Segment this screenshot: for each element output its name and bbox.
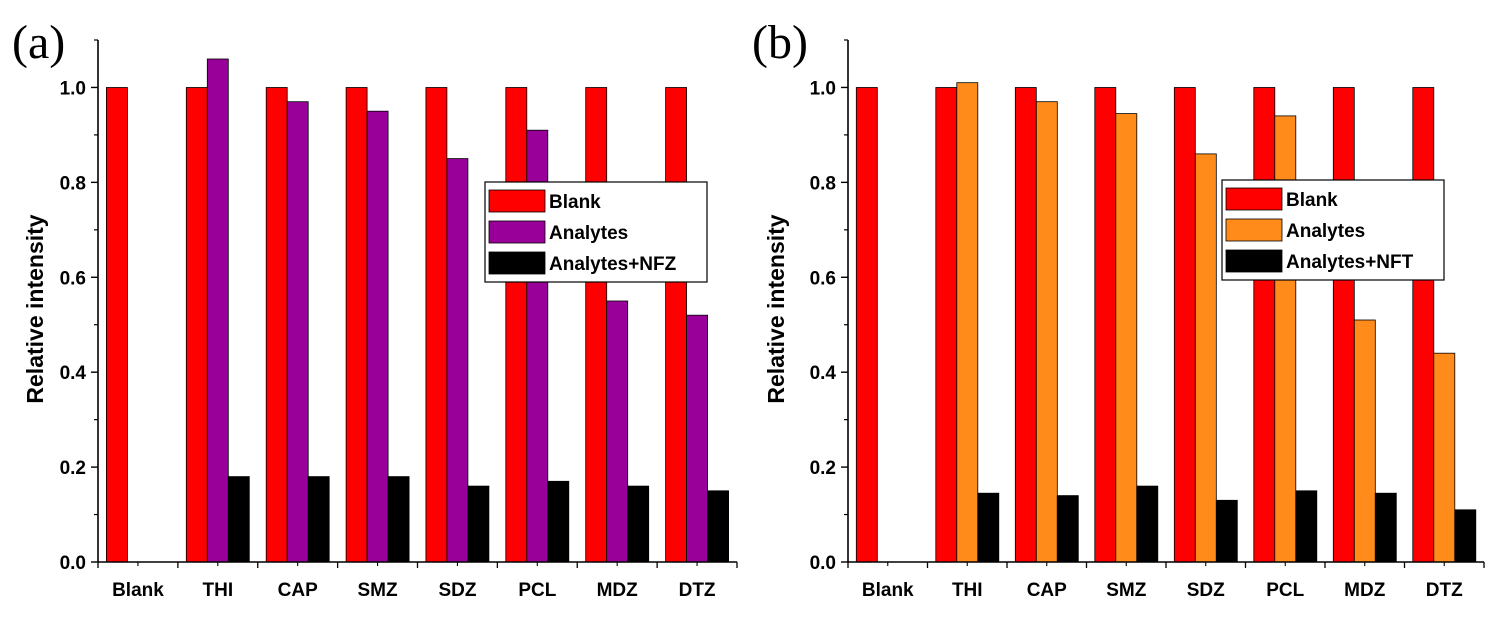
legend-label: Blank [549, 192, 601, 213]
bar-blank-pcl [1253, 87, 1276, 563]
bar-blank-mdz [585, 87, 608, 563]
bar-analytes-cap [1035, 101, 1058, 563]
x-tick-label: PCL [518, 580, 556, 601]
panel-label: (b) [752, 16, 808, 69]
x-tick-label: CAP [278, 580, 318, 601]
y-tick-label: 1.0 [60, 78, 86, 99]
bar-analytes-dtz [1433, 352, 1456, 563]
x-tick-label: CAP [1027, 580, 1067, 601]
bar-analytes-nft-sdz [1215, 499, 1238, 563]
bar-blank-thi [935, 87, 958, 563]
bar-analytes-thi [206, 58, 229, 563]
bar-blank-mdz [1332, 87, 1355, 563]
x-tick-label: THI [203, 580, 234, 601]
x-tick-label: DTZ [1426, 580, 1463, 601]
bar-blank-cap [265, 87, 288, 563]
bar-blank-dtz [1412, 87, 1435, 563]
bar-analytes-nfz-thi [227, 476, 250, 563]
bar-analytes-nft-smz [1136, 485, 1159, 563]
y-axis-title: Relative intensity [763, 214, 789, 403]
y-tick-label: 0.6 [810, 268, 836, 289]
bar-analytes-nfz-dtz [707, 490, 729, 563]
x-tick-label: Blank [862, 580, 914, 601]
bar-analytes-mdz [1353, 319, 1376, 563]
bar-analytes-nfz-mdz [627, 485, 650, 563]
y-tick-label: 0.8 [810, 173, 836, 194]
bar-analytes-sdz [446, 158, 469, 563]
bar-blank-smz [1094, 87, 1117, 563]
bar-blank-cap [1014, 87, 1037, 563]
legend-label: Analytes+NFZ [549, 254, 677, 275]
x-tick-label: THI [952, 580, 983, 601]
bar-blank-sdz [1173, 87, 1196, 563]
bar-analytes-nfz-sdz [467, 485, 490, 563]
x-tick-label: SMZ [358, 580, 399, 601]
legend-swatch [488, 189, 546, 213]
bar-analytes-smz [1115, 113, 1138, 563]
legend: Blank Analytes Analytes+NFZ [484, 181, 708, 283]
bar-analytes-mdz [606, 300, 629, 563]
legend: Blank Analytes Analytes+NFT [1221, 179, 1445, 281]
bar-analytes-nft-pcl [1295, 490, 1318, 563]
y-tick-label: 0.6 [60, 268, 86, 289]
y-tick-label: 0.4 [60, 363, 87, 384]
bar-analytes-nfz-cap [307, 476, 330, 563]
legend-label: Analytes [549, 223, 628, 244]
legend-swatch [1225, 249, 1283, 273]
y-tick-label: 0.2 [60, 458, 86, 479]
bar-analytes-nft-thi [977, 492, 1000, 563]
panel-a: (a) 0.0 0.2 0.4 0.6 0.8 1.0 Blank THI CAP SMZ SDZ PC… [12, 16, 738, 601]
x-tick-label: DTZ [679, 580, 716, 601]
bar-blank-smz [345, 87, 368, 563]
x-tick-label: PCL [1266, 580, 1304, 601]
y-tick-label: 0.0 [810, 553, 836, 574]
bar-blank-blank [106, 87, 128, 563]
y-tick-label: 0.2 [810, 458, 836, 479]
legend-label: Blank [1286, 190, 1338, 211]
x-tick-label: MDZ [1344, 580, 1386, 601]
bar-blank-sdz [425, 87, 448, 563]
bar-blank-blank [855, 87, 878, 563]
legend-swatch [488, 220, 546, 244]
y-tick-label: 1.0 [810, 78, 836, 99]
bar-analytes-nfz-smz [387, 476, 410, 563]
panel-b: (b) 0.0 0.2 0.4 0.6 0.8 1.0 Blank THI CAP SMZ SDZ PC… [752, 16, 1485, 601]
y-tick-label: 0.4 [810, 363, 837, 384]
x-tick-label: SDZ [438, 580, 476, 601]
bar-analytes-thi [956, 82, 979, 563]
bar-analytes-nfz-pcl [547, 480, 570, 563]
legend-swatch [488, 251, 546, 275]
x-tick-label: SDZ [1187, 580, 1225, 601]
bar-analytes-nft-mdz [1374, 492, 1397, 563]
x-tick-label: Blank [112, 580, 164, 601]
y-tick-label: 0.0 [60, 553, 86, 574]
bar-analytes-nft-dtz [1454, 509, 1477, 563]
bar-analytes-nft-cap [1056, 495, 1079, 563]
bar-blank-dtz [665, 87, 687, 563]
legend-swatch [1225, 218, 1283, 242]
x-tick-label: MDZ [597, 580, 639, 601]
legend-swatch [1225, 187, 1283, 211]
bar-blank-pcl [505, 87, 528, 563]
bar-analytes-cap [286, 101, 309, 563]
panel-label: (a) [12, 16, 65, 69]
y-axis-title: Relative intensity [22, 214, 48, 403]
legend-label: Analytes [1286, 221, 1365, 242]
bar-analytes-dtz [686, 314, 708, 563]
bar-analytes-smz [366, 110, 389, 563]
bar-analytes-sdz [1194, 153, 1217, 563]
y-tick-label: 0.8 [60, 173, 86, 194]
legend-label: Analytes+NFT [1286, 252, 1414, 273]
bar-blank-thi [185, 87, 208, 563]
x-tick-label: SMZ [1106, 580, 1147, 601]
